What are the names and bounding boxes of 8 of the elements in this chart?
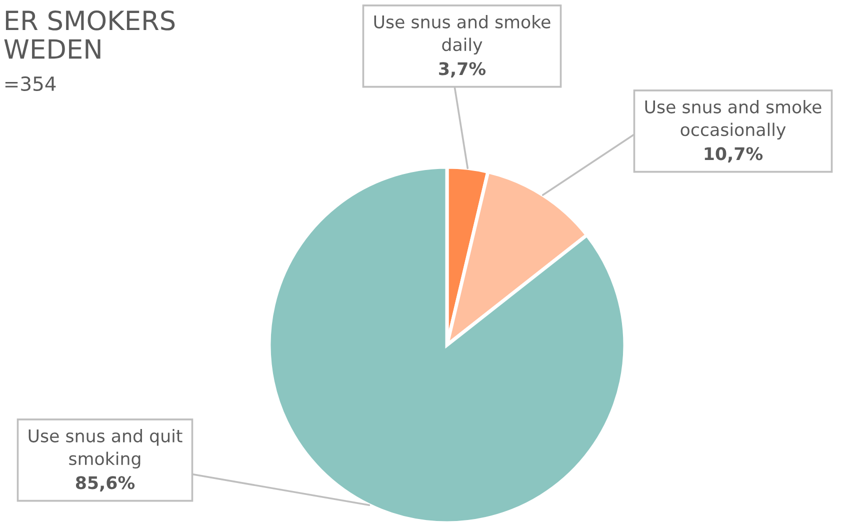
data-label: 3,7%: [439, 62, 486, 78]
data-label: 85,6%: [76, 476, 135, 492]
slice-label: Use snus and smoke occasionally: [645, 100, 822, 140]
slice-label: Use snus and smoke daily: [374, 15, 550, 55]
data-label: 10,7%: [704, 147, 763, 162]
text: =354: [5, 76, 56, 92]
slice-label: Use snus and quit smoking: [28, 429, 182, 469]
chart-title: ER SMOKERS WEDEN: [4, 10, 175, 59]
